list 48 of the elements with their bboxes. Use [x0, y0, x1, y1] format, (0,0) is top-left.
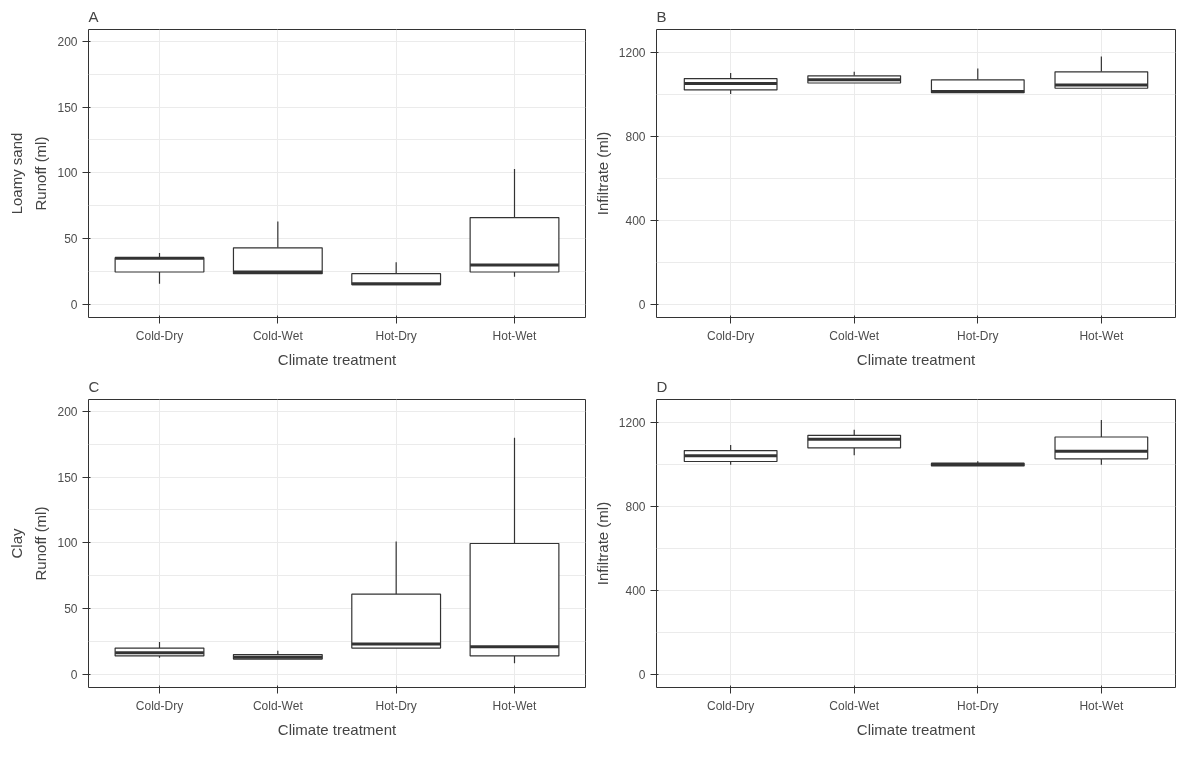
x-tick-label: Hot-Dry	[375, 328, 417, 343]
y-axis-title: Runoff (ml)	[32, 136, 50, 211]
x-axis-title: Climate treatment	[277, 350, 398, 368]
x-tick-label: Hot-Wet	[1079, 328, 1124, 343]
x-tick-label: Cold-Dry	[135, 698, 184, 713]
x-tick-label: Cold-Wet	[829, 328, 880, 343]
y-axis-title: Infiltrate (ml)	[593, 131, 611, 216]
text: Clay	[7, 528, 25, 559]
y-tick-label: 400	[625, 213, 646, 228]
x-tick-label: Cold-Dry	[706, 698, 755, 713]
x-tick-label: Hot-Wet	[492, 698, 538, 713]
x-tick-label: Cold-Wet	[252, 698, 304, 713]
y-tick-label: 100	[57, 536, 78, 551]
x-axis-title: Climate treatment	[856, 720, 977, 738]
x-tick-label: Cold-Wet	[252, 328, 304, 343]
y-tick-label: 400	[625, 584, 646, 599]
y-tick-label: 100	[57, 166, 78, 181]
y-tick-label: 0	[638, 297, 646, 312]
y-tick-label: 150	[57, 100, 78, 115]
x-tick-label: Cold-Dry	[706, 328, 755, 343]
x-axis-title: Climate treatment	[277, 720, 398, 738]
y-tick-label: 50	[64, 602, 78, 617]
y-tick-label: 1200	[618, 46, 646, 61]
x-tick-label: Cold-Dry	[135, 328, 184, 343]
y-tick-label: 0	[70, 297, 78, 312]
y-tick-label: 200	[57, 34, 78, 49]
x-axis-title: Climate treatment	[856, 350, 977, 368]
y-tick-label: 800	[625, 500, 646, 515]
chart-title: A	[88, 7, 99, 25]
y-tick-label: 0	[638, 667, 646, 682]
y-tick-label: 200	[57, 404, 78, 419]
y-tick-label: 800	[625, 129, 646, 144]
y-tick-label: 50	[64, 232, 78, 247]
y-tick-label: 150	[57, 470, 78, 485]
y-axis-title: Runoff (ml)	[32, 506, 50, 581]
y-tick-label: 1200	[618, 416, 646, 431]
chart-title: B	[656, 7, 667, 25]
y-tick-label: 0	[70, 667, 78, 682]
x-tick-label: Hot-Dry	[375, 698, 417, 713]
x-tick-label: Hot-Wet	[1079, 698, 1124, 713]
x-tick-label: Hot-Dry	[957, 698, 999, 713]
x-tick-label: Cold-Wet	[829, 698, 880, 713]
x-tick-label: Hot-Dry	[957, 328, 999, 343]
chart-title: C	[88, 377, 100, 395]
y-axis-title: Infiltrate (ml)	[593, 501, 611, 586]
x-tick-label: Hot-Wet	[492, 328, 538, 343]
text: Loamy sand	[7, 132, 25, 215]
chart-title: D	[656, 377, 668, 395]
